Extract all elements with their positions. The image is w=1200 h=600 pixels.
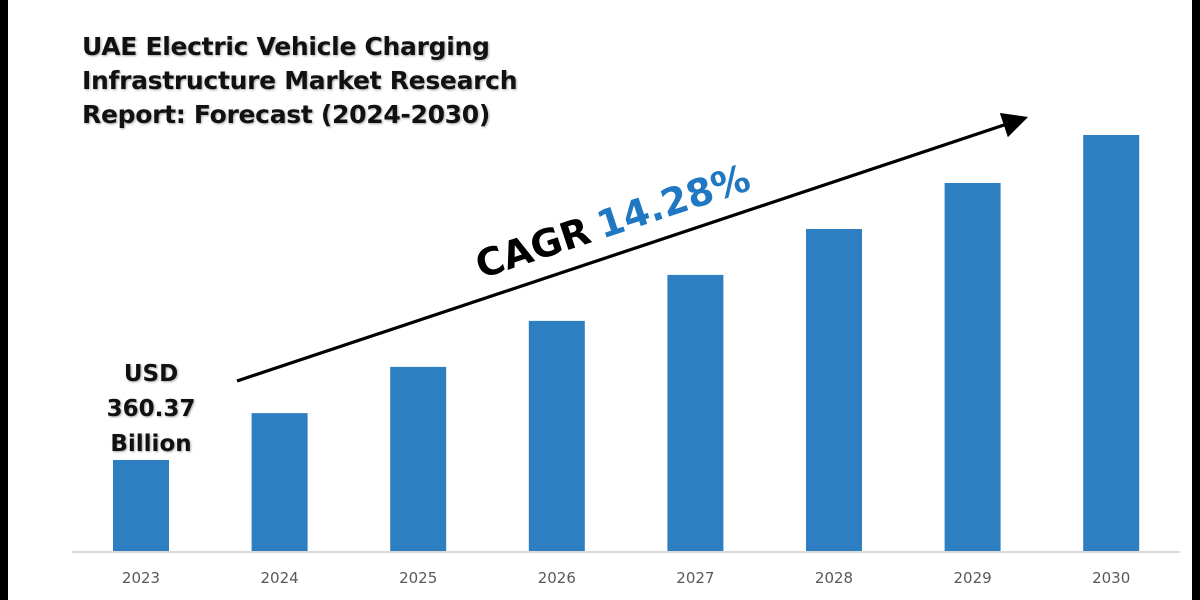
base-label-unit: Billion (110, 431, 192, 457)
title-line-2: Infrastructure Market Research (82, 66, 518, 95)
bar-2029 (944, 183, 1001, 552)
chart-title: UAE Electric Vehicle Charging Infrastruc… (82, 30, 602, 132)
base-label-currency: USD (123, 361, 179, 387)
bars-group (113, 135, 1140, 552)
x-tick-label-2023: 2023 (122, 569, 160, 587)
x-tick-label-2030: 2030 (1092, 569, 1130, 587)
x-tick-labels: 2023 2024 2025 2026 2027 2028 2029 2030 (122, 569, 1130, 587)
title-line-3: Report: Forecast (2024-2030) (82, 100, 490, 129)
bar-2027 (667, 274, 724, 552)
x-tick-label-2029: 2029 (954, 569, 992, 587)
right-border (1192, 0, 1200, 600)
x-tick-label-2024: 2024 (261, 569, 299, 587)
title-line-1: UAE Electric Vehicle Charging (82, 32, 490, 61)
x-tick-label-2028: 2028 (815, 569, 853, 587)
bar-2024 (251, 413, 308, 552)
bar-2030 (1083, 135, 1140, 552)
left-border (0, 0, 8, 600)
x-tick-label-2027: 2027 (676, 569, 714, 587)
x-tick-label-2025: 2025 (399, 569, 437, 587)
x-tick-label-2026: 2026 (538, 569, 576, 587)
bar-2023 (113, 460, 169, 552)
trend-arrow (236, 112, 1029, 383)
bar-2025 (390, 366, 447, 552)
bar-2026 (528, 320, 585, 552)
bar-2028 (806, 229, 862, 552)
base-value-label: USD 360.37 Billion (96, 357, 206, 462)
base-label-value: 360.37 (106, 396, 196, 422)
